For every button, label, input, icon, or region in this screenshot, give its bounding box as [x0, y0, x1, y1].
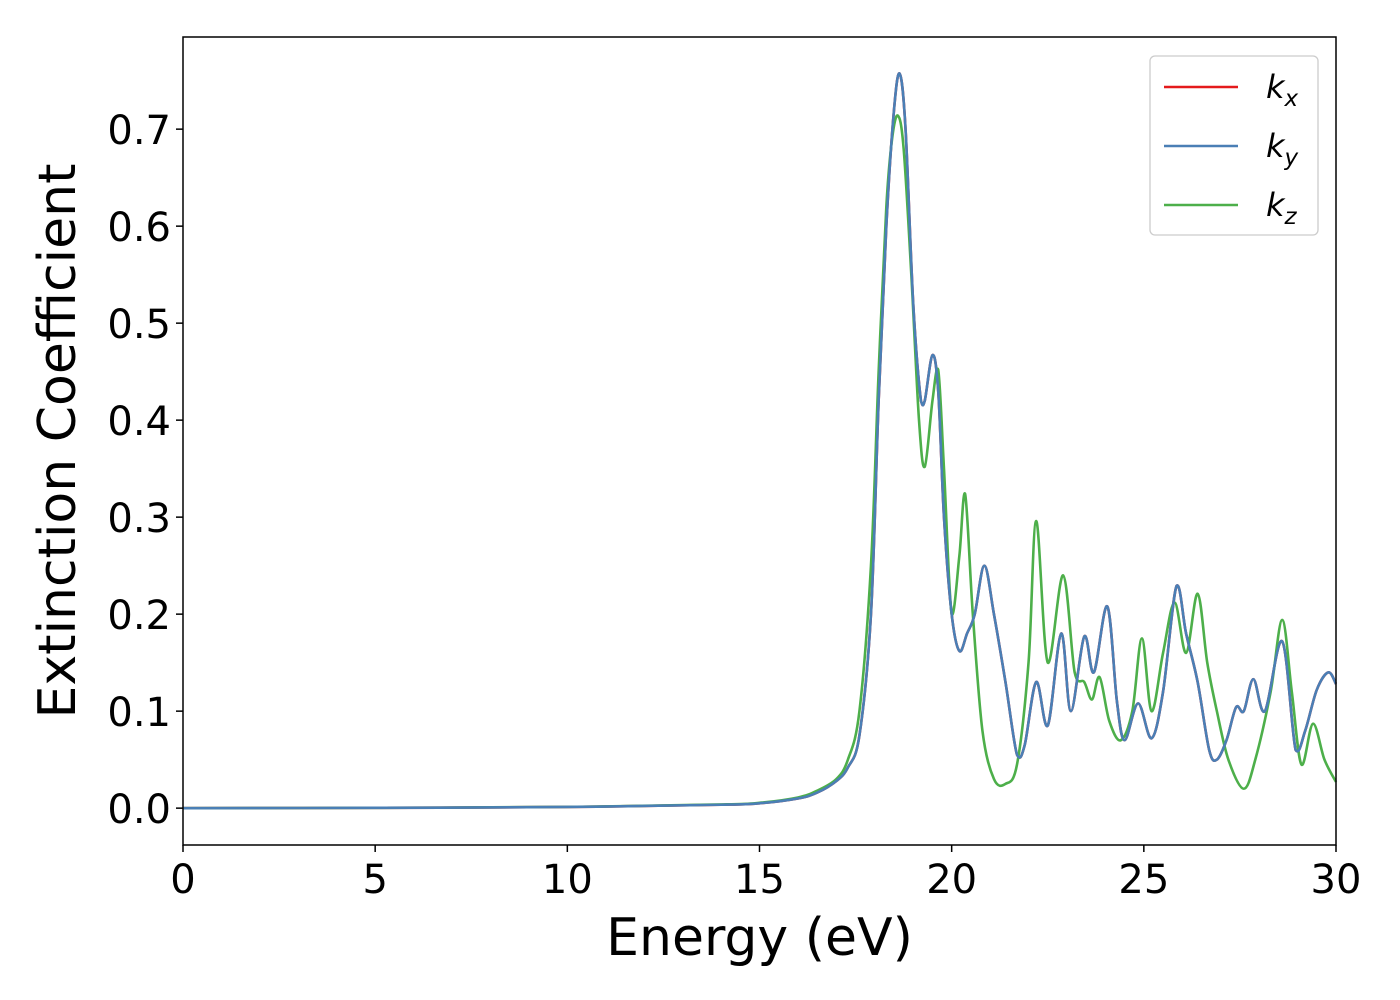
y-tick-label: 0.0	[107, 787, 171, 833]
y-tick-label: 0.3	[107, 496, 171, 542]
x-axis-ticks: 0 5 10 15 20 25 30	[170, 845, 1361, 903]
plot-background	[183, 37, 1336, 845]
legend-label-subscript: x	[1284, 86, 1299, 112]
y-tick-label: 0.2	[107, 593, 171, 639]
y-tick-label: 0.1	[107, 690, 171, 736]
y-tick-label: 0.7	[107, 108, 171, 154]
x-tick-label: 30	[1311, 857, 1362, 903]
y-axis-title: Extinction Coefficient	[28, 164, 88, 719]
x-tick-label: 20	[926, 857, 977, 903]
y-axis-ticks: 0.0 0.1 0.2 0.3 0.4 0.5 0.6 0.7	[107, 108, 183, 833]
legend-label-z: kz	[1266, 186, 1298, 230]
series-line-z	[182, 114, 1338, 810]
legend-label-subscript: z	[1284, 204, 1298, 230]
x-tick-label: 25	[1118, 857, 1169, 903]
series-line-y	[182, 72, 1338, 810]
x-tick-label: 0	[170, 857, 195, 903]
series-lines	[182, 72, 1338, 810]
legend-label-base: k	[1266, 68, 1286, 106]
legend-label-x: kx	[1266, 68, 1299, 112]
y-tick-label: 0.6	[107, 205, 171, 251]
legend-label-subscript: y	[1284, 145, 1299, 171]
plot-frame	[182, 36, 1337, 846]
y-tick-label: 0.4	[107, 399, 171, 445]
x-tick-label: 10	[542, 857, 593, 903]
legend-label-y: ky	[1266, 127, 1299, 171]
legend-label-base: k	[1266, 186, 1286, 224]
legend-label-base: k	[1266, 127, 1286, 165]
x-tick-label: 15	[734, 857, 785, 903]
y-tick-label: 0.5	[107, 302, 171, 348]
x-tick-label: 5	[362, 857, 387, 903]
x-axis-title: Energy (eV)	[606, 908, 913, 968]
